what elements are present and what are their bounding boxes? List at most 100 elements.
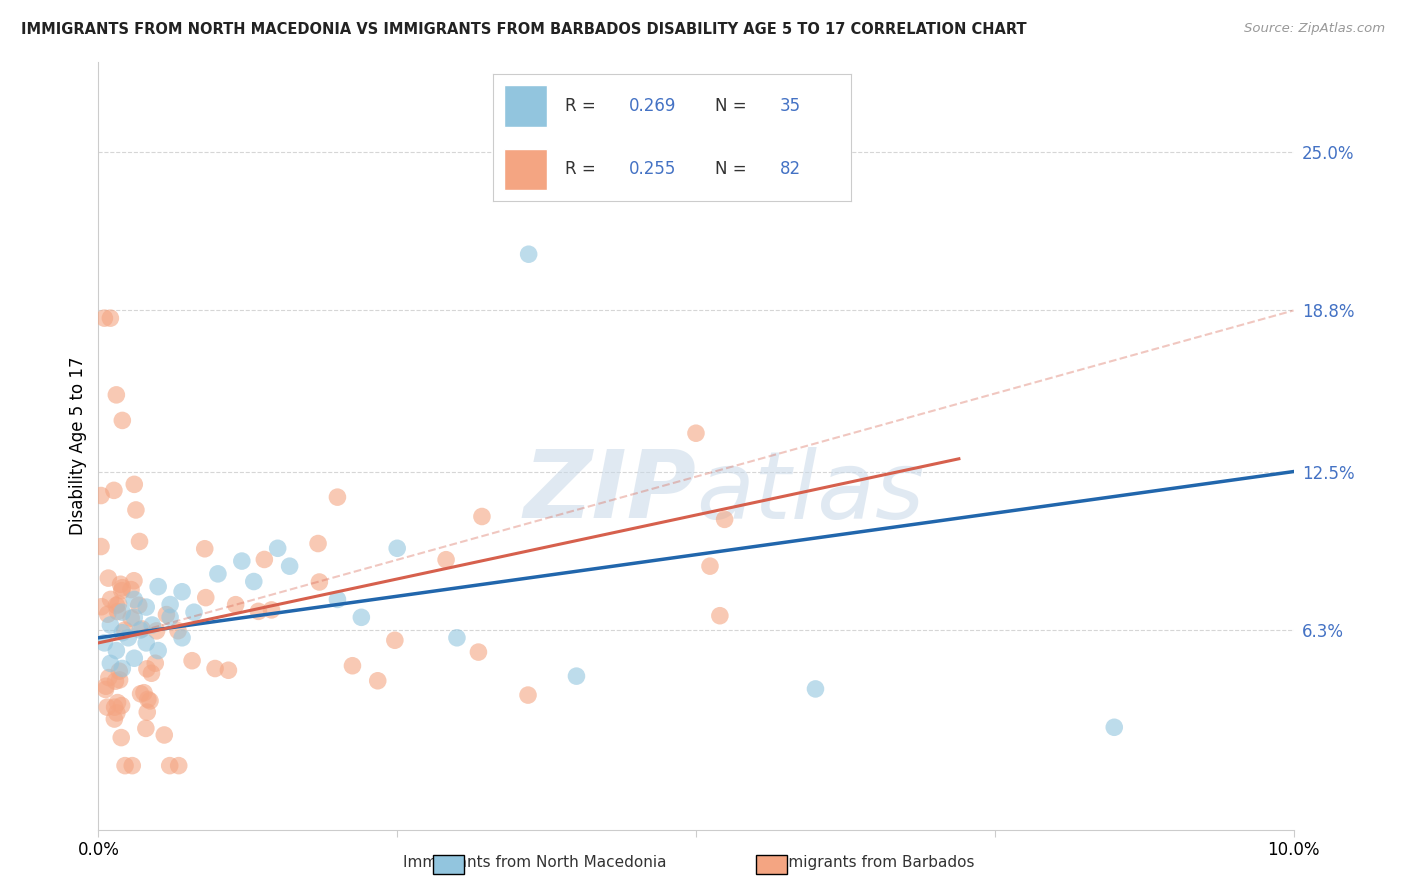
Point	[93, 311, 115, 326]
Point	[90, 540, 112, 554]
Point	[111, 583, 134, 598]
Point	[183, 605, 205, 619]
Point	[120, 611, 142, 625]
Point	[136, 705, 159, 719]
Point	[143, 657, 166, 671]
Point	[804, 681, 827, 696]
Point	[124, 477, 146, 491]
Text: Immigrants from Barbados: Immigrants from Barbados	[769, 855, 974, 870]
Point	[167, 758, 190, 772]
Point	[307, 536, 329, 550]
Point	[93, 636, 115, 650]
Point	[122, 574, 145, 588]
Point	[94, 682, 117, 697]
Point	[153, 728, 176, 742]
Point	[172, 584, 194, 599]
Point	[308, 574, 330, 589]
Point	[194, 541, 217, 556]
Point	[98, 311, 122, 326]
Point	[108, 673, 131, 687]
Point	[446, 631, 468, 645]
Point	[90, 489, 112, 503]
Point	[517, 688, 540, 702]
Point	[110, 731, 132, 745]
Point	[111, 413, 134, 427]
Point	[124, 610, 146, 624]
Point	[204, 661, 226, 675]
Point	[103, 483, 125, 498]
Point	[1104, 720, 1126, 734]
Point	[243, 574, 266, 589]
Point	[565, 669, 588, 683]
Point	[104, 700, 127, 714]
Point	[141, 666, 163, 681]
Point	[124, 592, 146, 607]
Point	[159, 758, 181, 772]
Point	[110, 698, 132, 713]
Point	[132, 686, 155, 700]
Point	[135, 636, 157, 650]
Point	[103, 712, 125, 726]
Point	[136, 692, 159, 706]
Point	[94, 679, 117, 693]
Point	[181, 654, 204, 668]
Point	[114, 758, 136, 772]
Point	[159, 610, 181, 624]
Point	[124, 651, 146, 665]
Point	[111, 625, 134, 640]
Point	[98, 618, 122, 632]
Point	[105, 599, 128, 613]
Point	[129, 623, 152, 637]
Point	[135, 662, 157, 676]
Point	[105, 643, 128, 657]
Point	[108, 664, 131, 678]
Point	[253, 552, 276, 566]
Point	[225, 598, 247, 612]
Point	[114, 623, 136, 637]
Point	[107, 696, 129, 710]
Point	[128, 534, 150, 549]
Point	[139, 694, 162, 708]
Point	[105, 388, 128, 402]
Point	[231, 554, 253, 568]
Point	[148, 643, 170, 657]
Point	[90, 599, 112, 614]
Point	[96, 700, 118, 714]
Point	[117, 631, 139, 645]
Point	[141, 618, 163, 632]
Text: atlas: atlas	[696, 447, 924, 538]
Point	[104, 674, 127, 689]
Point	[125, 503, 148, 517]
Point	[326, 592, 349, 607]
Text: Immigrants from North Macedonia: Immigrants from North Macedonia	[402, 855, 666, 870]
Point	[111, 605, 134, 619]
Point	[434, 552, 457, 566]
Point	[110, 577, 132, 591]
Point	[471, 509, 494, 524]
Point	[121, 758, 143, 772]
Point	[100, 592, 122, 607]
Point	[135, 722, 157, 736]
Point	[367, 673, 389, 688]
Point	[699, 559, 721, 574]
Point	[385, 541, 409, 556]
Point	[135, 600, 157, 615]
Point	[120, 582, 142, 597]
Point	[111, 661, 134, 675]
Point	[713, 512, 735, 526]
Point	[217, 663, 239, 677]
Point	[247, 604, 270, 618]
Text: ZIP: ZIP	[523, 446, 696, 538]
Point	[342, 658, 364, 673]
Point	[267, 541, 290, 556]
Text: Source: ZipAtlas.com: Source: ZipAtlas.com	[1244, 22, 1385, 36]
Point	[260, 603, 283, 617]
Text: IMMIGRANTS FROM NORTH MACEDONIA VS IMMIGRANTS FROM BARBADOS DISABILITY AGE 5 TO : IMMIGRANTS FROM NORTH MACEDONIA VS IMMIG…	[21, 22, 1026, 37]
Point	[350, 610, 373, 624]
Point	[467, 645, 489, 659]
Point	[207, 566, 229, 581]
Point	[278, 559, 301, 574]
Point	[384, 633, 406, 648]
Point	[107, 605, 129, 619]
Point	[148, 580, 170, 594]
